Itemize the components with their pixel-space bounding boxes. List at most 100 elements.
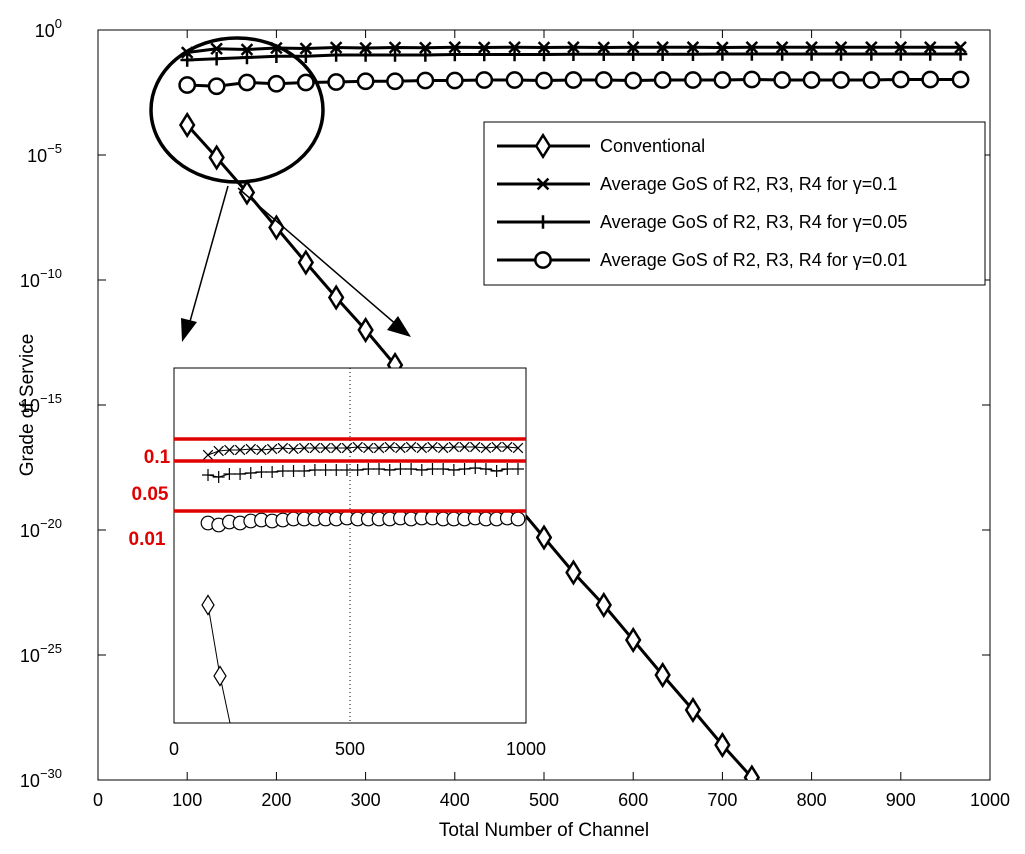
zoom-ellipse (149, 36, 325, 184)
circle-marker (624, 71, 643, 90)
plus-marker (394, 463, 407, 475)
x-marker (395, 442, 406, 454)
inset-x-tick-label: 500 (335, 739, 365, 759)
plus-marker (298, 465, 311, 477)
x-tick-label: 600 (618, 790, 648, 810)
legend-entry: Average GoS of R2, R3, R4 for γ=0.05 (497, 212, 907, 232)
legend-label: Average GoS of R2, R3, R4 for γ=0.05 (600, 212, 907, 232)
plus-marker (864, 47, 879, 61)
diamond-marker (201, 594, 215, 616)
x-marker (288, 443, 299, 455)
inset-x-ticks: 0 500 1000 (169, 739, 546, 759)
circle-marker (653, 71, 672, 89)
x-marker (388, 41, 402, 54)
plus-marker (276, 465, 289, 477)
diamond-marker (213, 665, 227, 687)
zoom-arrowhead-right (387, 316, 411, 337)
x-marker (320, 442, 331, 454)
y-tick-label: 10−10 (20, 266, 62, 291)
series-x (180, 40, 967, 59)
x-marker (491, 441, 502, 453)
plus-marker (319, 464, 332, 476)
x-marker (384, 441, 395, 453)
x-marker (512, 442, 524, 454)
x-axis-ticks: 0 100 200 300 400 500 600 700 800 900 1000 (93, 30, 1010, 810)
diamond-marker (714, 731, 731, 759)
plus-marker (405, 463, 418, 475)
x-axis-label: Total Number of Channel (439, 820, 649, 841)
x-marker (245, 443, 256, 455)
circle-marker (535, 71, 553, 90)
plus-marker (373, 463, 386, 475)
circle-marker (296, 73, 315, 92)
plus-marker (479, 463, 492, 475)
x-marker (224, 444, 235, 456)
x-marker (202, 449, 214, 461)
series-plus (180, 47, 968, 67)
circle-marker (802, 71, 821, 89)
plus-marker (308, 464, 321, 476)
plus-marker (223, 468, 236, 480)
x-marker (331, 442, 342, 454)
plus-marker (255, 466, 268, 478)
y-tick-label: 10−20 (20, 516, 62, 541)
x-tick-label: 700 (707, 790, 737, 810)
plus-marker (469, 462, 482, 474)
series-layer (178, 40, 970, 780)
x-marker (341, 442, 353, 454)
inset-series-layer (200, 441, 526, 724)
x-tick-label: 0 (93, 790, 103, 810)
x-marker (329, 41, 343, 54)
y-tick-label: 10−5 (27, 141, 62, 166)
diamond-marker (535, 524, 553, 551)
x-tick-label: 300 (351, 790, 381, 810)
plus-marker (894, 47, 908, 61)
plus-marker (340, 464, 353, 476)
plus-marker (512, 463, 524, 475)
inset-series-line (207, 446, 519, 456)
circle-marker (327, 73, 346, 91)
plus-marker (329, 48, 343, 62)
inset-series-x (202, 441, 524, 461)
plus-marker (537, 47, 551, 62)
x-marker (448, 40, 462, 54)
y-tick-label: 10−15 (20, 391, 62, 416)
inset-series-plus (202, 462, 524, 483)
diamond-marker (565, 559, 582, 586)
inset-reference-label: 0.1 (144, 447, 171, 468)
zoom-arrowhead-left (181, 318, 197, 342)
plus-marker (234, 468, 247, 480)
circle-marker (891, 70, 910, 89)
x-marker (298, 442, 310, 454)
plus-marker (448, 47, 462, 62)
circle-marker (505, 71, 524, 89)
x-tick-label: 800 (797, 790, 827, 810)
x-marker (427, 441, 438, 453)
plus-marker (212, 471, 225, 483)
circle-marker (534, 251, 552, 269)
x-marker (240, 43, 254, 56)
plus-marker (953, 47, 968, 61)
x-tick-label: 500 (529, 790, 559, 810)
plus-marker (536, 215, 550, 229)
legend-entry: Average GoS of R2, R3, R4 for γ=0.01 (497, 250, 907, 270)
x-marker (299, 42, 313, 55)
plus-marker (437, 463, 450, 475)
circle-marker (386, 72, 404, 91)
plus-marker (180, 53, 194, 67)
circle-marker (178, 76, 197, 94)
plus-marker (330, 464, 343, 476)
diamond-marker (208, 144, 225, 171)
inset-reference-label: 0.01 (129, 529, 166, 550)
x-marker (419, 41, 432, 55)
diamond-marker (327, 284, 345, 311)
circle-marker (416, 71, 435, 90)
circle-marker (238, 73, 256, 92)
legend-entry: Conventional (497, 132, 705, 160)
inset-background (173, 367, 527, 724)
plus-marker (415, 464, 428, 476)
plus-marker (745, 47, 759, 61)
y-axis-label: Grade of Service (17, 334, 38, 477)
plus-marker (477, 47, 491, 62)
